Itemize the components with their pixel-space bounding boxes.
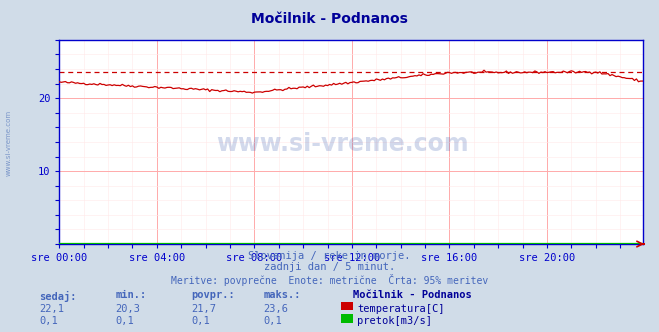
Text: sedaj:: sedaj:: [40, 290, 77, 301]
Text: 23,6: 23,6: [264, 304, 289, 314]
Text: 0,1: 0,1: [264, 316, 282, 326]
Text: 0,1: 0,1: [40, 316, 58, 326]
Text: www.si-vreme.com: www.si-vreme.com: [216, 132, 469, 156]
Text: 22,1: 22,1: [40, 304, 65, 314]
Text: Slovenija / reke in morje.: Slovenija / reke in morje.: [248, 251, 411, 261]
Text: min.:: min.:: [115, 290, 146, 300]
Text: Močilnik - Podnanos: Močilnik - Podnanos: [251, 12, 408, 26]
Text: pretok[m3/s]: pretok[m3/s]: [357, 316, 432, 326]
Text: 0,1: 0,1: [191, 316, 210, 326]
Text: www.si-vreme.com: www.si-vreme.com: [5, 110, 12, 176]
Text: 21,7: 21,7: [191, 304, 216, 314]
Text: zadnji dan / 5 minut.: zadnji dan / 5 minut.: [264, 262, 395, 272]
Text: 20,3: 20,3: [115, 304, 140, 314]
Text: maks.:: maks.:: [264, 290, 301, 300]
Text: Meritve: povprečne  Enote: metrične  Črta: 95% meritev: Meritve: povprečne Enote: metrične Črta:…: [171, 274, 488, 286]
Text: Močilnik - Podnanos: Močilnik - Podnanos: [353, 290, 471, 300]
Text: povpr.:: povpr.:: [191, 290, 235, 300]
Text: 0,1: 0,1: [115, 316, 134, 326]
Text: temperatura[C]: temperatura[C]: [357, 304, 445, 314]
